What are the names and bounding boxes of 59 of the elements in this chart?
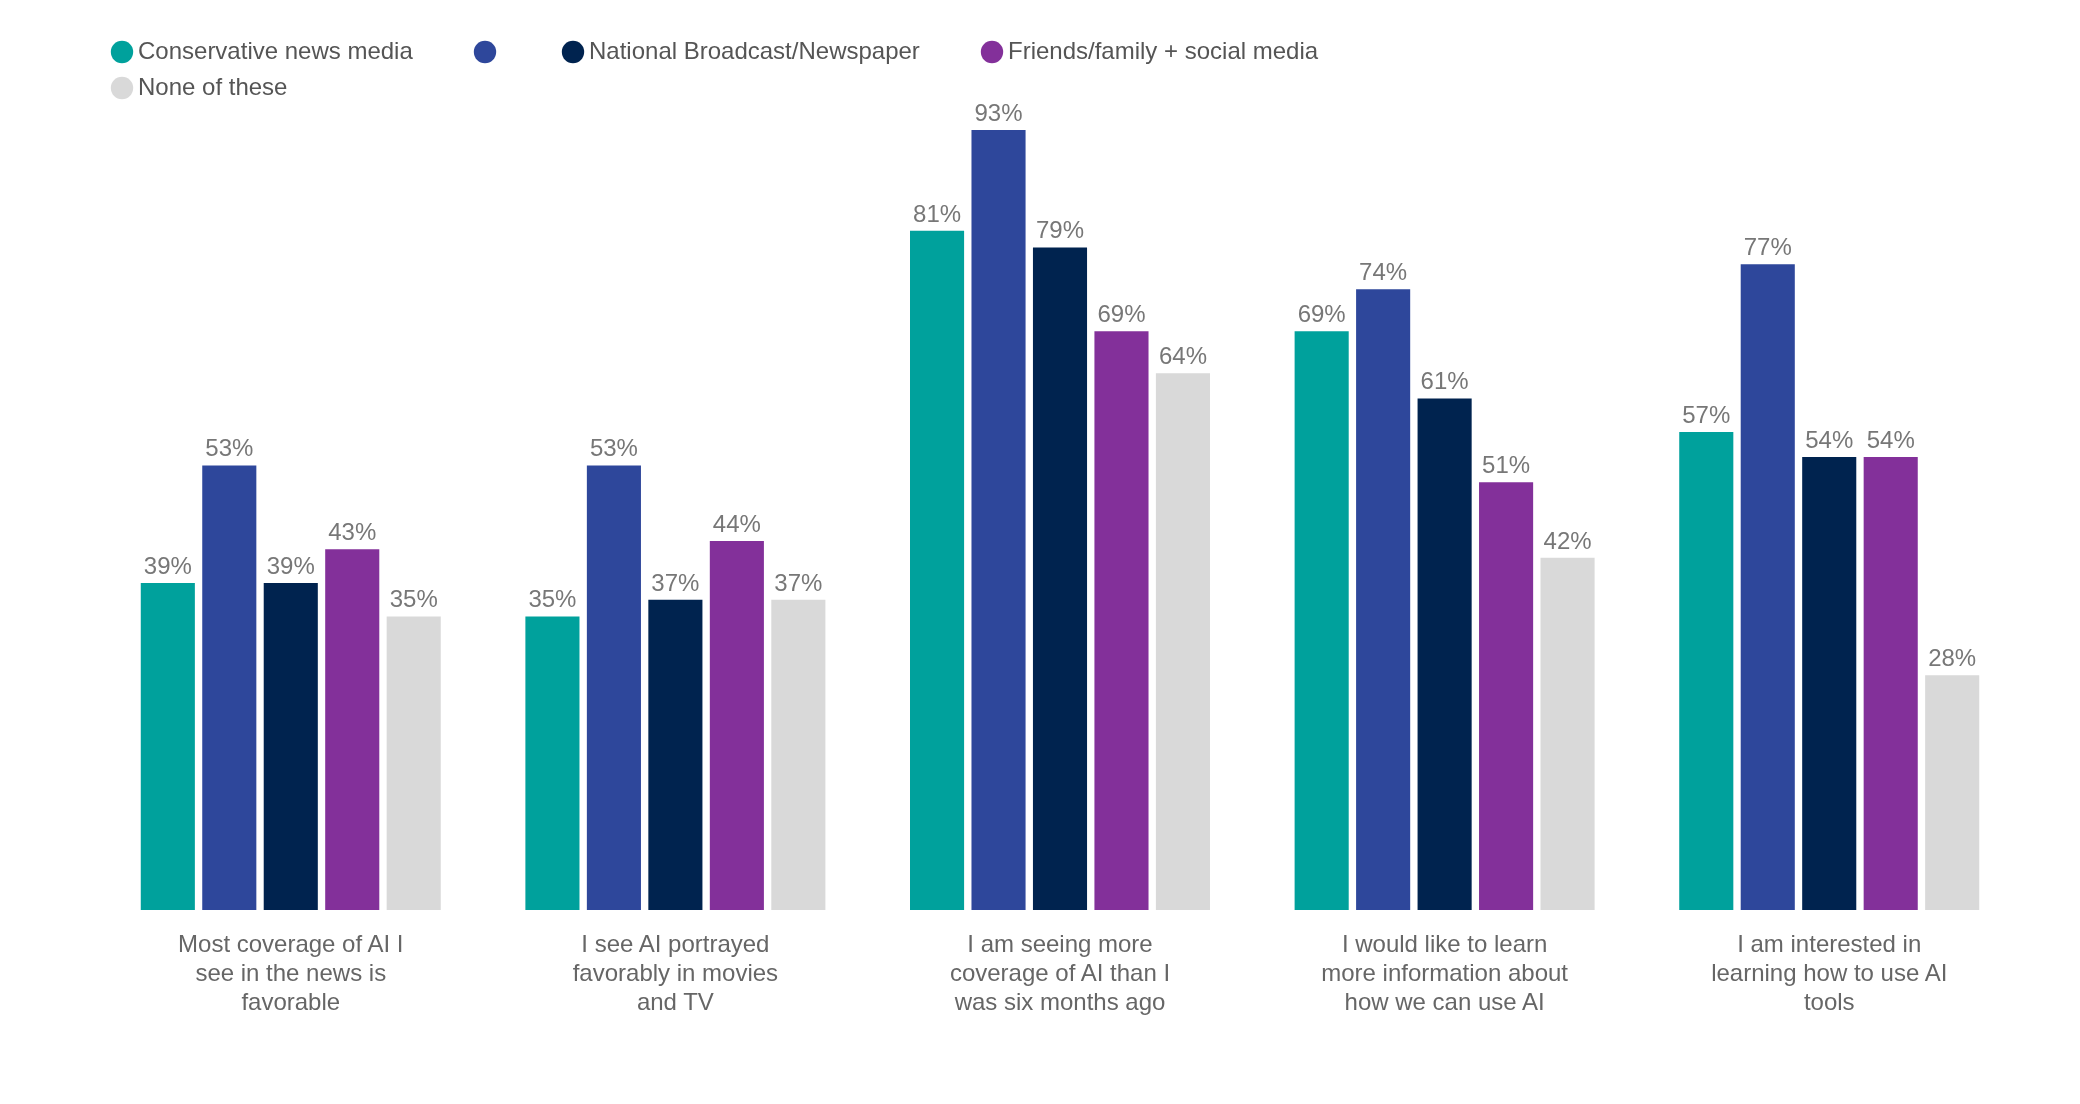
bar [586,465,641,910]
bar [263,582,318,910]
data-label: 37% [774,568,823,596]
bar [1294,331,1349,910]
data-label: 39% [266,551,315,579]
legend-label: Conservative news media [138,37,414,64]
bar [1155,373,1210,910]
data-label: 54% [1866,426,1915,454]
bar [648,599,703,910]
bar [1479,482,1534,910]
bar [1032,247,1088,910]
data-label: 35% [389,585,438,613]
data-label: 39% [143,551,192,579]
data-label: 43% [328,518,377,546]
data-label: 79% [1035,216,1085,244]
bar [1802,457,1857,910]
data-label: 69% [1097,300,1146,328]
bar [1740,264,1795,910]
bar [709,540,764,910]
bar [1540,557,1595,910]
data-label: 44% [712,509,761,537]
x-tick-label: I would like to learn more information about how we can use AI [1321,929,1569,1015]
legend-label: Friends/family + social media [1008,37,1319,64]
data-label: 53% [205,434,254,462]
bar [1679,431,1734,910]
bar [971,130,1026,910]
data-label: 77% [1743,233,1792,261]
bar [1356,289,1411,910]
data-label: 35% [528,585,577,613]
data-label: 74% [1359,258,1408,286]
x-tick-label: Most coverage of AI I see in the news is favorable [178,929,404,1015]
bar [1863,457,1918,910]
bar [1417,398,1472,910]
bar [140,582,195,910]
data-label: 64% [1158,342,1207,370]
data-label: 69% [1297,300,1346,328]
bar [202,465,257,910]
data-label: 28% [1928,644,1977,672]
legend-label: None of these [138,73,288,100]
data-label: 37% [651,568,700,596]
data-label: 51% [1482,451,1531,479]
bar [386,616,441,910]
bar [1925,675,1980,910]
bar [771,599,826,910]
data-label: 42% [1543,526,1592,554]
data-label: 93% [974,99,1023,126]
bar [525,616,580,910]
data-label: 53% [589,434,638,462]
data-label: 61% [1420,367,1469,395]
bar [325,549,380,910]
data-label: 54% [1805,426,1854,454]
bar [910,230,965,910]
x-tick-label: I see AI portrayed favorably in movies and TV [572,929,779,1015]
data-label: 81% [913,199,962,227]
x-tick-label: I am seeing more coverage of AI than I was six months ago [949,929,1171,1015]
data-label: 57% [1682,400,1731,428]
x-tick-label: I am interested in learning how to use AI tools [1711,929,1948,1015]
bar [1094,331,1149,910]
legend-label: National Broadcast/Newspaper [589,37,920,64]
